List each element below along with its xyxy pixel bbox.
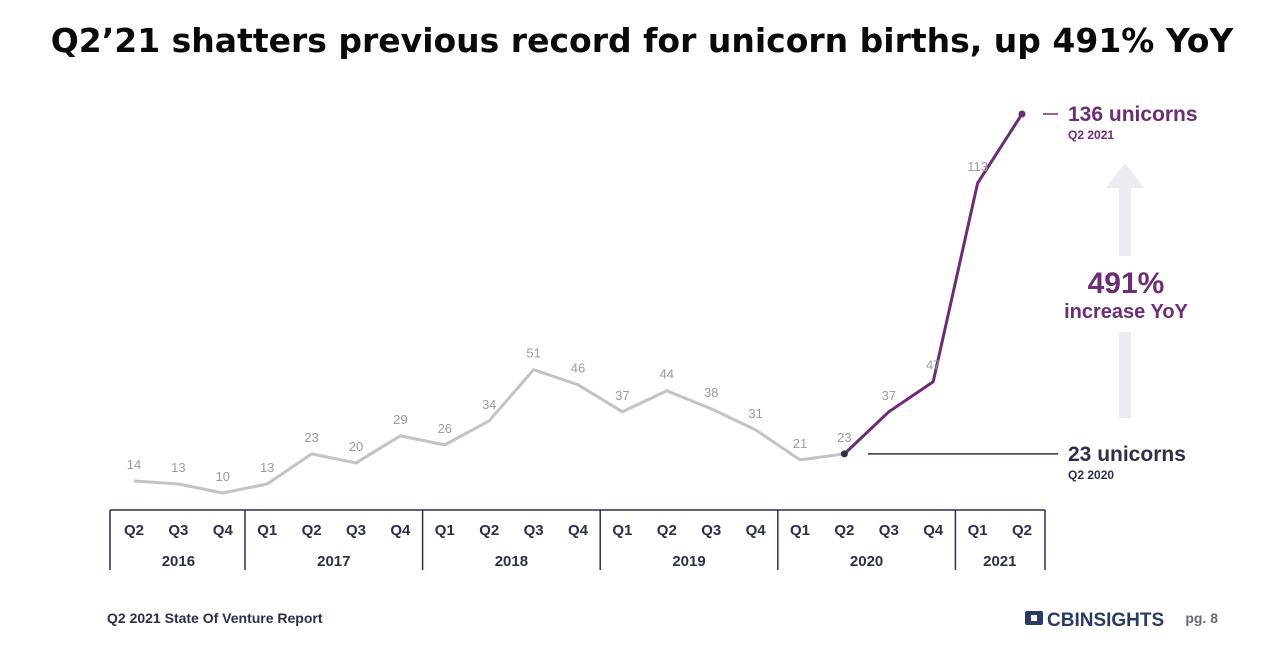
x-group-label: 2021 (983, 553, 1016, 570)
report-footer: Q2 2021 State Of Venture Report (107, 610, 323, 626)
page-number: pg. 8 (1185, 610, 1218, 626)
increase-label: increase YoY (1064, 301, 1188, 323)
data-label: 31 (748, 406, 762, 421)
x-tick-label: Q4 (568, 522, 589, 539)
data-label: 26 (438, 421, 452, 436)
x-tick-label: Q1 (790, 522, 810, 539)
x-tick-label: Q3 (879, 522, 899, 539)
series-line-highlight (843, 113, 1024, 455)
data-label: 44 (660, 367, 674, 382)
x-group-label: 2019 (672, 553, 705, 570)
x-tick-label: Q3 (168, 522, 188, 539)
x-tick-label: Q2 (834, 522, 854, 539)
arrow-shaft-bottom (1119, 332, 1131, 418)
data-point (840, 450, 848, 458)
arrow-head (1106, 163, 1144, 188)
data-label: 23 (837, 430, 851, 445)
data-label: 51 (526, 346, 540, 361)
series-line-base (133, 368, 845, 495)
data-label: 20 (349, 439, 363, 454)
increase-percent: 491% (1088, 267, 1165, 300)
x-tick-label: Q3 (524, 522, 544, 539)
cb-logo-icon (1025, 611, 1043, 625)
x-tick-label: Q4 (923, 522, 944, 539)
top-callout-period: Q2 2021 (1068, 128, 1114, 142)
x-tick-label: Q1 (257, 522, 277, 539)
data-label: 13 (171, 460, 185, 475)
x-tick-label: Q4 (390, 522, 411, 539)
x-tick-label: Q2 (302, 522, 322, 539)
bottom-callout-value: 23 unicorns (1068, 443, 1186, 466)
data-label: 37 (615, 388, 629, 403)
top-callout-value: 136 unicorns (1068, 103, 1198, 126)
x-tick-label: Q4 (213, 522, 234, 539)
data-label: 34 (482, 397, 496, 412)
data-label: 46 (571, 361, 585, 376)
x-group-label: 2017 (317, 553, 350, 570)
x-tick-label: Q1 (435, 522, 455, 539)
chart-title: Q2’21 shatters previous record for unico… (51, 21, 1235, 60)
data-label: 38 (704, 385, 718, 400)
data-label: 14 (127, 457, 141, 472)
data-label: 37 (882, 388, 896, 403)
x-group-label: 2020 (850, 553, 883, 570)
x-tick-label: Q1 (968, 522, 988, 539)
x-tick-label: Q3 (346, 522, 366, 539)
brand-name: CBINSIGHTS (1047, 610, 1164, 631)
data-label: 113 (967, 159, 988, 174)
x-group-label: 2018 (495, 553, 528, 570)
x-tick-label: Q2 (479, 522, 499, 539)
data-label: 21 (793, 436, 807, 451)
x-tick-label: Q3 (701, 522, 721, 539)
x-tick-label: Q1 (612, 522, 632, 539)
x-tick-label: Q2 (657, 522, 677, 539)
data-label: 29 (393, 412, 407, 427)
bottom-callout-period: Q2 2020 (1068, 468, 1114, 482)
data-label: 47 (926, 358, 940, 373)
data-label: 10 (216, 469, 230, 484)
data-label: 13 (260, 460, 274, 475)
x-tick-label: Q4 (746, 522, 767, 539)
data-point (1018, 110, 1026, 118)
increase-arrow: 491%increase YoY (1064, 163, 1189, 418)
x-group-label: 2016 (162, 553, 195, 570)
x-tick-label: Q2 (124, 522, 144, 539)
data-label: 23 (304, 430, 318, 445)
arrow-shaft-top (1119, 188, 1131, 256)
x-tick-label: Q2 (1012, 522, 1032, 539)
